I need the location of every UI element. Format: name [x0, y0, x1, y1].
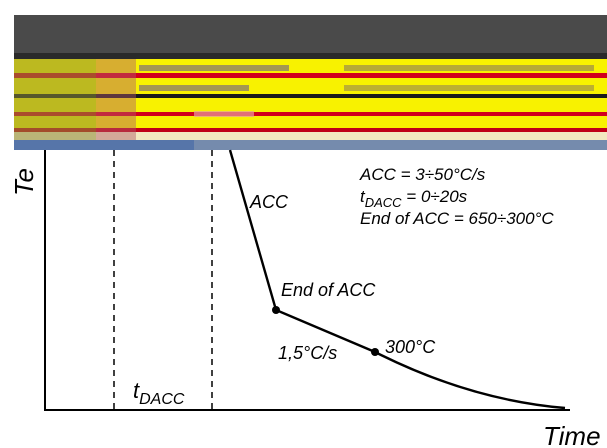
glitch-banner-art — [14, 15, 607, 150]
y-axis-label: Te — [9, 168, 39, 196]
param-tdacc-base: t — [360, 187, 366, 206]
tdacc-label: tDACC — [133, 378, 185, 408]
cooling-curve — [228, 149, 566, 410]
tdacc-label-sub: DACC — [139, 391, 185, 408]
tdacc-label-base: t — [133, 378, 140, 403]
param-acc-rate: ACC = 3÷50°C/s — [359, 165, 486, 184]
end-of-acc-label: End of ACC — [281, 280, 376, 300]
temp-300-label: 300°C — [385, 337, 436, 357]
param-tdacc-rest: = 0÷20s — [402, 187, 468, 206]
x-axis-label: Time — [543, 421, 601, 448]
param-end-of-acc: End of ACC = 650÷300°C — [360, 209, 554, 228]
acc-label: ACC — [249, 192, 289, 212]
end-of-acc-point — [272, 306, 280, 314]
slow-rate-label: 1,5°C/s — [278, 343, 337, 363]
param-tdacc-sub: DACC — [365, 195, 402, 210]
glitch-banner — [14, 15, 607, 150]
point-300c — [371, 348, 379, 356]
param-tdacc: tDACC = 0÷20s — [360, 187, 468, 210]
